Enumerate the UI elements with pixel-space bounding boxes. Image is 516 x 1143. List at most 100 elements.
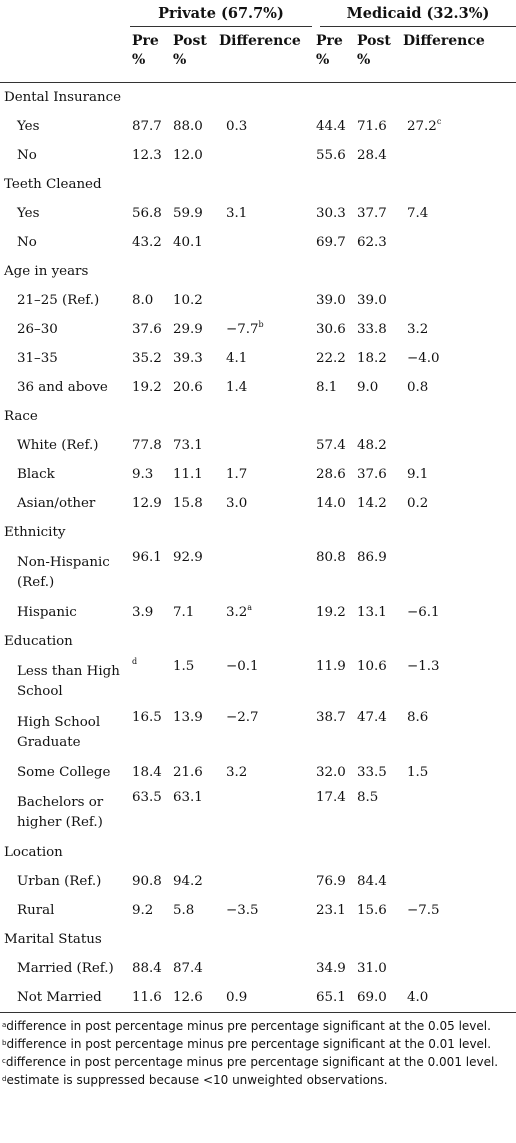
table-row: Urban (Ref.) 90.8 94.2 76.9 84.4: [0, 867, 516, 896]
section-label: Ethnicity: [4, 525, 66, 540]
footnote-mark: a: [2, 1021, 7, 1029]
row-label: Bachelors or higher (Ref.): [17, 794, 104, 830]
post-value: 59.9: [173, 206, 203, 221]
row-label: No: [17, 147, 37, 163]
col-header-medicaid-pre: Pre%: [312, 28, 353, 83]
medicaid-difference-value: 1.5: [407, 765, 429, 780]
table-row: Black 9.3 11.1 1.7 28.6 37.6 9.1: [0, 460, 516, 489]
col-header-difference: Difference: [215, 28, 312, 83]
pre-value: 56.8: [132, 206, 162, 221]
medicaid-difference-value: 9.1: [407, 467, 429, 482]
row-label: Yes: [17, 118, 40, 134]
table-row: Married (Ref.) 88.4 87.4 34.9 31.0: [0, 954, 516, 983]
difference-value: [215, 228, 312, 257]
footnote-text: estimate is suppressed because <10 unwei…: [6, 1073, 388, 1087]
difference-value: 3.1: [226, 206, 248, 221]
medicaid-post-value: 86.9: [357, 550, 387, 565]
table-row: 31–35 35.2 39.3 4.1 22.2 18.2 −4.0: [0, 344, 516, 373]
medicaid-pre-value: 65.1: [312, 983, 353, 1013]
pre-value: 9.3: [132, 467, 154, 482]
difference-value: 3.2: [226, 765, 248, 780]
post-value: 87.4: [173, 961, 203, 976]
medicaid-difference-value: [399, 141, 516, 170]
table-row: No 12.3 12.0 55.6 28.4: [0, 141, 516, 170]
post-value: 11.1: [173, 467, 203, 482]
post-value: 40.1: [173, 235, 203, 250]
medicaid-post-value: 8.5: [357, 790, 379, 805]
pre-value: 16.5: [132, 710, 162, 725]
pre-value: 87.7: [132, 119, 162, 134]
medicaid-post-value: 33.8: [357, 322, 387, 337]
medicaid-pre-value: 76.9: [316, 874, 346, 889]
medicaid-post-value: 37.6: [357, 467, 387, 482]
pre-value: 11.6: [124, 983, 169, 1013]
medicaid-post-value: 33.5: [357, 765, 387, 780]
medicaid-difference-value: −4.0: [407, 351, 440, 366]
difference-value: [215, 286, 312, 315]
row-label: Less than High School: [17, 663, 120, 699]
footnote: destimate is suppressed because <10 unwe…: [2, 1071, 516, 1089]
post-value: 5.8: [173, 903, 195, 918]
medicaid-post-value: 48.2: [357, 438, 387, 453]
section-header-row: Teeth Cleaned: [0, 170, 516, 199]
medicaid-difference-value: [399, 286, 516, 315]
difference-value: 4.1: [226, 351, 248, 366]
row-label: Urban (Ref.): [17, 873, 102, 889]
medicaid-post-value: 14.2: [357, 496, 387, 511]
medicaid-pre-value: 44.4: [316, 119, 346, 134]
table-row: Asian/other 12.9 15.8 3.0 14.0 14.2 0.2: [0, 489, 516, 518]
medicaid-post-value: 31.0: [357, 961, 387, 976]
section-header-row: Ethnicity: [0, 518, 516, 547]
post-value: 39.3: [173, 351, 203, 366]
section-header-row: Marital Status: [0, 925, 516, 954]
table-row: 36 and above 19.2 20.6 1.4 8.1 9.0 0.8: [0, 373, 516, 402]
section-header-row: Location: [0, 838, 516, 867]
section-header-row: Race: [0, 402, 516, 431]
row-label: 31–35: [17, 350, 58, 366]
row-label: Hispanic: [17, 604, 77, 620]
footnote-text: difference in post percentage minus pre …: [6, 1037, 492, 1051]
medicaid-pre-value: 14.0: [316, 496, 346, 511]
table-row: Bachelors or higher (Ref.) 63.5 63.1 17.4 8.…: [0, 787, 516, 838]
table-row: 26–30 37.6 29.9 −7.7b 30.6 33.8 3.2: [0, 315, 516, 344]
difference-value: −7.7b: [226, 320, 264, 337]
row-label: No: [17, 234, 37, 250]
medicaid-pre-value: 34.9: [316, 961, 346, 976]
difference-value: 0.3: [226, 119, 248, 134]
section-header-row: Education: [0, 627, 516, 656]
medicaid-post-value: 15.6: [357, 903, 387, 918]
table-row: Yes 56.8 59.9 3.1 30.3 37.7 7.4: [0, 199, 516, 228]
section-label: Age in years: [4, 264, 89, 279]
table-body: Dental Insurance Yes 87.7 88.0 0.3 44.4 71.6 27…: [0, 83, 516, 1013]
medicaid-difference-value: 4.0: [399, 983, 516, 1013]
post-value: 13.9: [173, 710, 203, 725]
footnote-marker: a: [247, 603, 253, 612]
post-value: 21.6: [173, 765, 203, 780]
medicaid-difference-value: [399, 787, 516, 838]
post-value: 7.1: [173, 605, 195, 620]
pre-value: 88.4: [132, 961, 162, 976]
footnote-marker: c: [436, 117, 442, 126]
medicaid-pre-value: 23.1: [316, 903, 346, 918]
difference-value: [215, 141, 312, 170]
footnote-marker: b: [258, 320, 264, 329]
row-label: White (Ref.): [17, 437, 99, 453]
medicaid-post-value: 62.3: [357, 235, 387, 250]
row-label: Not Married: [0, 983, 124, 1013]
section-label: Dental Insurance: [4, 90, 122, 105]
post-value: 29.9: [173, 322, 203, 337]
difference-value: [215, 867, 312, 896]
footnote-text: difference in post percentage minus pre …: [5, 1055, 499, 1069]
medicaid-pre-value: 22.2: [316, 351, 346, 366]
difference-value: −0.1: [226, 659, 259, 674]
difference-value: [215, 787, 312, 838]
post-value: 15.8: [173, 496, 203, 511]
medicaid-difference-value: 8.6: [407, 710, 429, 725]
table-row: No 43.2 40.1 69.7 62.3: [0, 228, 516, 257]
difference-value: 3.2a: [226, 603, 253, 620]
pre-value: 90.8: [132, 874, 162, 889]
medicaid-post-value: 71.6: [357, 119, 387, 134]
post-value: 20.6: [173, 380, 203, 395]
row-label: Non-Hispanic (Ref.): [17, 554, 110, 590]
row-label: Some College: [17, 764, 111, 780]
